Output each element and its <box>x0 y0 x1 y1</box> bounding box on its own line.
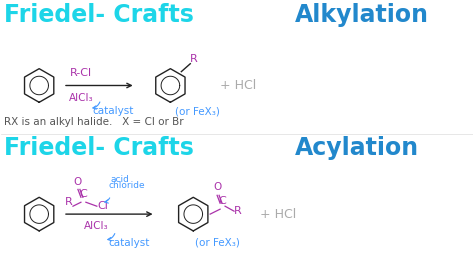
Text: Friedel- Crafts: Friedel- Crafts <box>4 3 194 27</box>
Text: O: O <box>213 182 221 192</box>
Text: (or FeX₃): (or FeX₃) <box>175 106 220 116</box>
Text: + HCl: + HCl <box>260 208 296 221</box>
Text: R: R <box>65 197 73 207</box>
Text: C: C <box>79 189 87 199</box>
Text: Cl: Cl <box>98 201 109 211</box>
Text: C: C <box>218 196 226 206</box>
Text: (or FeX₃): (or FeX₃) <box>195 238 240 248</box>
Text: R: R <box>190 54 198 64</box>
Text: Acylation: Acylation <box>295 136 419 160</box>
Text: R: R <box>234 206 242 216</box>
Text: catalyst: catalyst <box>109 238 150 248</box>
Text: R-Cl: R-Cl <box>70 68 92 78</box>
Text: O: O <box>74 178 82 188</box>
Text: catalyst: catalyst <box>93 106 134 116</box>
Text: Friedel- Crafts: Friedel- Crafts <box>4 136 194 160</box>
Text: + HCl: + HCl <box>220 79 256 92</box>
Text: Alkylation: Alkylation <box>295 3 428 27</box>
Text: RX is an alkyl halide.   X = Cl or Br: RX is an alkyl halide. X = Cl or Br <box>4 117 184 127</box>
Text: AlCl₃: AlCl₃ <box>83 221 108 231</box>
Text: acid: acid <box>111 175 129 184</box>
Text: AlCl₃: AlCl₃ <box>69 93 93 103</box>
Text: chloride: chloride <box>109 181 146 190</box>
